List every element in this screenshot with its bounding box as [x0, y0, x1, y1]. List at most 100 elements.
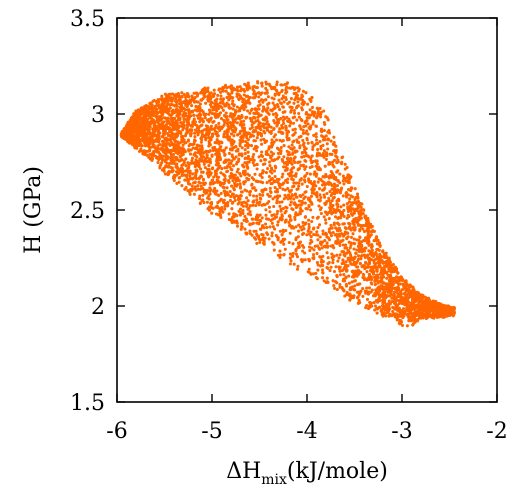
data-point — [256, 112, 260, 116]
data-point — [294, 211, 298, 215]
data-point — [200, 134, 204, 138]
data-point — [223, 174, 227, 178]
data-point — [215, 148, 219, 152]
data-point — [357, 298, 361, 302]
data-point — [246, 81, 250, 85]
data-point — [158, 110, 162, 114]
data-point — [440, 313, 444, 317]
data-point — [367, 277, 371, 281]
data-point — [322, 135, 326, 139]
data-point — [275, 187, 279, 192]
data-point — [250, 183, 254, 187]
data-point — [131, 114, 135, 118]
data-point — [407, 307, 411, 311]
data-point — [254, 188, 258, 192]
data-point — [301, 249, 305, 253]
data-point — [349, 286, 353, 290]
data-point — [272, 248, 276, 252]
data-point — [305, 129, 309, 133]
data-point — [272, 169, 277, 173]
data-point — [369, 222, 373, 226]
data-point — [287, 145, 291, 149]
data-point — [404, 295, 408, 299]
data-point — [377, 286, 381, 290]
data-point — [210, 132, 214, 136]
data-point — [194, 104, 198, 108]
data-point — [280, 139, 284, 143]
data-point — [378, 244, 382, 248]
data-point — [182, 106, 186, 110]
data-point — [407, 313, 411, 317]
data-point — [282, 197, 286, 201]
data-point — [269, 181, 273, 186]
data-point — [245, 189, 249, 193]
data-point — [342, 214, 346, 218]
data-point — [272, 87, 277, 91]
data-point — [246, 109, 250, 113]
data-point — [297, 245, 301, 249]
data-point — [216, 180, 220, 184]
data-point — [311, 122, 315, 126]
data-point — [217, 121, 221, 125]
data-point — [289, 259, 293, 263]
data-point — [284, 205, 288, 209]
data-point — [190, 184, 194, 188]
data-point — [202, 200, 206, 205]
data-point — [248, 193, 252, 197]
data-point — [230, 159, 234, 163]
data-point — [210, 101, 214, 105]
data-point — [336, 237, 340, 242]
data-point — [234, 117, 238, 121]
data-point — [268, 210, 272, 214]
data-points — [119, 80, 456, 328]
data-point — [296, 100, 300, 104]
data-point — [258, 238, 262, 242]
data-point — [184, 118, 188, 122]
data-point — [278, 204, 282, 208]
data-point — [324, 232, 329, 236]
data-point — [179, 168, 183, 173]
data-point — [258, 103, 262, 107]
data-point — [291, 140, 295, 144]
data-point — [223, 130, 227, 134]
data-point — [254, 203, 258, 208]
data-point — [334, 265, 338, 269]
data-point — [336, 259, 340, 263]
data-point — [209, 124, 213, 128]
data-point — [311, 215, 315, 219]
data-point — [418, 300, 422, 304]
data-point — [298, 146, 302, 150]
data-point — [157, 103, 161, 107]
data-point — [248, 111, 252, 115]
data-point — [288, 256, 292, 260]
data-point — [170, 109, 174, 113]
data-point — [353, 242, 357, 246]
data-point — [245, 231, 249, 235]
data-point — [169, 158, 173, 162]
data-point — [316, 110, 320, 114]
data-point — [230, 148, 234, 152]
data-point — [243, 173, 247, 177]
data-point — [240, 224, 244, 229]
data-point — [260, 142, 264, 146]
data-point — [225, 114, 229, 119]
data-point — [336, 188, 340, 192]
data-point — [210, 111, 214, 116]
data-point — [151, 112, 155, 116]
data-point — [345, 202, 349, 206]
data-point — [202, 160, 206, 164]
data-point — [335, 253, 339, 257]
data-point — [359, 201, 363, 205]
data-point — [255, 201, 259, 205]
data-point — [186, 182, 191, 186]
data-point — [361, 212, 365, 216]
data-point — [418, 312, 422, 316]
data-point — [316, 263, 320, 267]
data-point — [204, 101, 208, 105]
data-point — [361, 227, 365, 231]
data-point — [227, 158, 231, 162]
data-point — [186, 189, 190, 193]
data-point — [358, 282, 362, 286]
data-point — [190, 104, 194, 108]
data-point — [341, 243, 345, 247]
